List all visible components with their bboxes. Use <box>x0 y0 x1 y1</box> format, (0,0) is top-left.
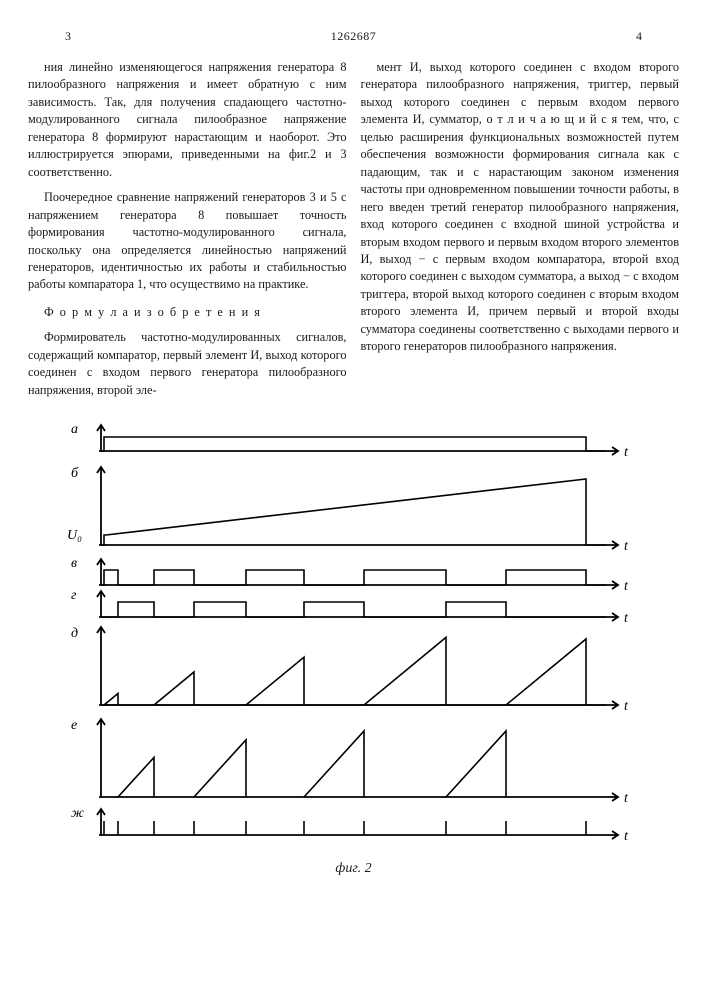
svg-text:t: t <box>624 791 629 806</box>
formula-heading: Ф о р м у л а и з о б р е т е н и я <box>28 304 347 321</box>
text-columns: ния линейно изменяющегося напряжения ген… <box>28 59 679 407</box>
left-p3: Формирователь частотно-модулированных си… <box>28 329 347 399</box>
left-p2: Поочередное сравнение напряжений генерат… <box>28 189 347 294</box>
svg-text:t: t <box>624 611 629 626</box>
svg-text:а: а <box>71 423 78 437</box>
page-num-right: 4 <box>599 28 679 45</box>
svg-text:е: е <box>71 718 77 733</box>
svg-text:t: t <box>624 829 629 844</box>
timing-diagram: t а t б U₀ t в t г t д t е t ж фиг. 2 <box>28 423 679 879</box>
left-p1: ния линейно изменяющегося напряжения ген… <box>28 59 347 181</box>
fig-caption: фиг. 2 <box>46 859 661 879</box>
svg-text:д: д <box>71 626 78 641</box>
column-right: мент И, выход которого соединен с входом… <box>361 59 680 407</box>
svg-text:г: г <box>71 588 77 603</box>
svg-text:t: t <box>624 539 629 554</box>
page-num-left: 3 <box>28 28 108 45</box>
right-p1: мент И, выход которого соединен с входом… <box>361 59 680 356</box>
svg-text:t: t <box>624 699 629 714</box>
svg-text:U₀: U₀ <box>67 528 82 543</box>
svg-text:б: б <box>71 466 79 481</box>
column-left: ния линейно изменяющегося напряжения ген… <box>28 59 347 407</box>
svg-text:t: t <box>624 579 629 594</box>
svg-text:в: в <box>71 556 77 571</box>
fig2-svg: t а t б U₀ t в t г t д t е t ж <box>46 423 646 853</box>
svg-text:t: t <box>624 445 629 460</box>
svg-text:ж: ж <box>71 806 84 821</box>
doc-number: 1262687 <box>108 28 599 45</box>
